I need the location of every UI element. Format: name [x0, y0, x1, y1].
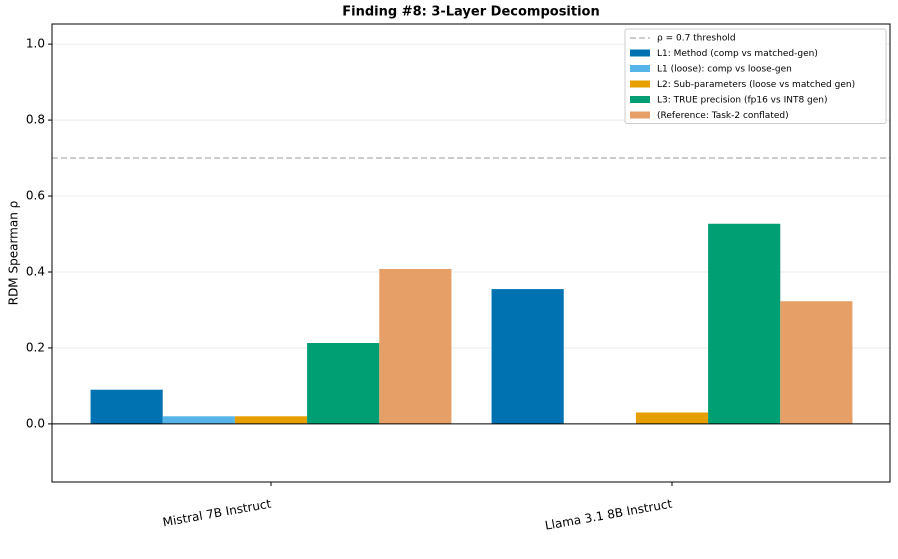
legend-swatch	[630, 65, 650, 72]
legend-label: L2: Sub-parameters (loose vs matched gen…	[657, 80, 855, 90]
y-tick-label: 0.8	[26, 113, 45, 127]
bar	[90, 389, 163, 424]
legend-label: ρ = 0.7 threshold	[657, 34, 736, 44]
legend-box	[624, 28, 887, 124]
x-tick-label: Llama 3.1 8B Instruct	[544, 497, 674, 533]
y-tick-label: 0.6	[26, 189, 45, 203]
plot-frame	[51, 23, 891, 483]
legend-swatch	[630, 111, 650, 119]
legend-label: (Reference: Task-2 conflated)	[657, 111, 789, 121]
bar	[708, 223, 781, 424]
legend-swatch	[630, 96, 650, 103]
bar	[379, 268, 452, 424]
y-axis-label: RDM Spearman ρ	[7, 201, 21, 306]
chart-title: Finding #8: 3-Layer Decomposition	[342, 5, 600, 20]
bar	[162, 416, 235, 424]
legend-label: L1: Method (comp vs matched-gen)	[657, 49, 818, 59]
legend-label: L1 (loose): comp vs loose-gen	[657, 65, 792, 75]
bar	[234, 416, 308, 424]
y-tick-label: 0.2	[26, 340, 45, 354]
bar	[780, 301, 853, 424]
y-tick-label: 1.0	[26, 37, 45, 51]
x-tick-label: Mistral 7B Instruct	[162, 497, 273, 530]
legend-swatch	[630, 49, 650, 57]
legend-label: L3: TRUE precision (fp16 vs INT8 gen)	[657, 96, 828, 106]
y-tick-label: 0.4	[26, 264, 45, 278]
bar	[635, 412, 709, 424]
bar	[307, 343, 380, 424]
legend-swatch	[630, 80, 650, 88]
y-tick-label: 0.0	[26, 416, 45, 430]
bar	[491, 289, 564, 424]
